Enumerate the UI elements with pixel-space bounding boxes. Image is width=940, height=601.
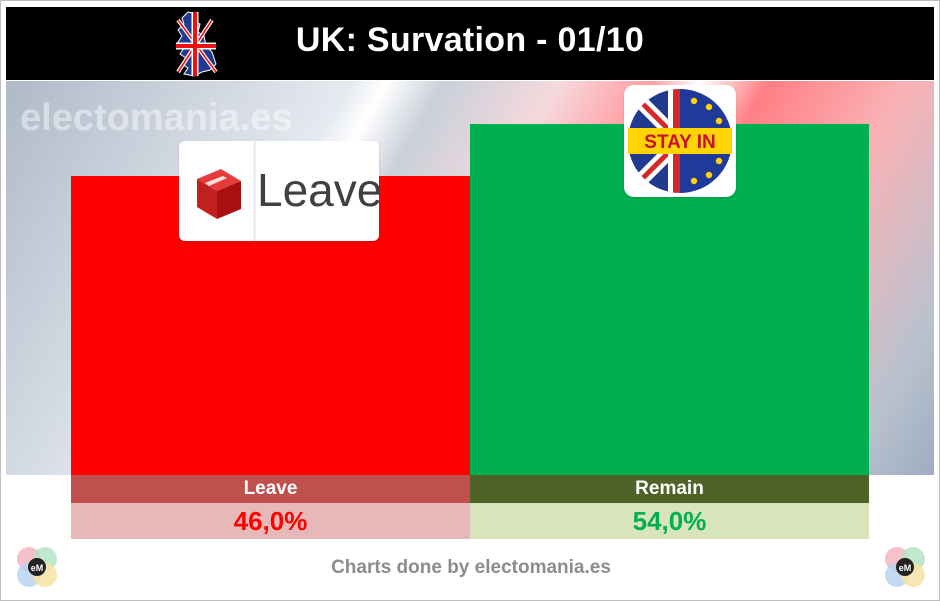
category-label-remain: Remain bbox=[470, 475, 869, 503]
stay-in-text: STAY IN bbox=[644, 132, 715, 153]
category-labels-row: Leave Remain bbox=[71, 475, 869, 503]
svg-text:eM: eM bbox=[899, 563, 912, 573]
leave-cube-icon bbox=[197, 169, 241, 219]
stay-in-badge-icon: STAY IN bbox=[628, 89, 732, 193]
uk-flag-map-icon bbox=[176, 11, 218, 77]
remain-campaign-logo: STAY IN bbox=[624, 85, 736, 197]
svg-text:eM: eM bbox=[31, 563, 44, 573]
value-labels-row: 46,0% 54,0% bbox=[71, 503, 869, 539]
electomania-logo-left: eM bbox=[17, 547, 57, 587]
leave-campaign-logo: Leave bbox=[179, 141, 383, 241]
credit-text: Charts done by electomania.es bbox=[331, 557, 611, 578]
bars-svg bbox=[71, 124, 869, 475]
chart-title: UK: Survation - 01/10 bbox=[295, 21, 645, 59]
plot-area: electomania.es Leave bbox=[6, 81, 934, 475]
header-bar: UK: Survation - 01/10 bbox=[6, 7, 934, 80]
value-label-leave: 46,0% bbox=[71, 503, 470, 539]
category-label-leave: Leave bbox=[71, 475, 470, 503]
leave-logo-word: Leave bbox=[257, 164, 383, 216]
value-label-remain: 54,0% bbox=[470, 503, 869, 539]
watermark: electomania.es bbox=[20, 97, 293, 139]
leave-logo-divider bbox=[253, 141, 256, 241]
electomania-logo-right: eM bbox=[885, 547, 925, 587]
